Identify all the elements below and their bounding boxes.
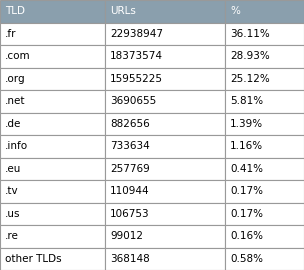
Text: 99012: 99012 — [110, 231, 143, 241]
Text: .com: .com — [5, 51, 31, 61]
Text: .eu: .eu — [5, 164, 21, 174]
Bar — [225, 45, 304, 68]
Text: 28.93%: 28.93% — [230, 51, 270, 61]
Text: .de: .de — [5, 119, 21, 129]
Bar — [0, 248, 105, 270]
Bar — [0, 113, 105, 135]
Bar — [105, 225, 225, 248]
Text: 733634: 733634 — [110, 141, 150, 151]
Bar — [105, 180, 225, 202]
Bar — [0, 135, 105, 157]
Text: .org: .org — [5, 74, 26, 84]
Bar — [225, 180, 304, 202]
Text: URLs: URLs — [110, 6, 136, 16]
Bar — [105, 0, 225, 22]
Bar — [105, 90, 225, 113]
Bar — [225, 0, 304, 22]
Bar — [225, 248, 304, 270]
Text: .us: .us — [5, 209, 20, 219]
Bar — [225, 22, 304, 45]
Bar — [225, 225, 304, 248]
Text: 257769: 257769 — [110, 164, 150, 174]
Text: 18373574: 18373574 — [110, 51, 163, 61]
Text: 1.39%: 1.39% — [230, 119, 263, 129]
Text: .net: .net — [5, 96, 26, 106]
Text: .fr: .fr — [5, 29, 16, 39]
Text: 5.81%: 5.81% — [230, 96, 263, 106]
Text: 0.17%: 0.17% — [230, 209, 263, 219]
Text: 0.58%: 0.58% — [230, 254, 263, 264]
Bar — [225, 113, 304, 135]
Bar — [225, 157, 304, 180]
Bar — [225, 68, 304, 90]
Text: 882656: 882656 — [110, 119, 150, 129]
Bar — [0, 202, 105, 225]
Bar — [0, 90, 105, 113]
Text: 3690655: 3690655 — [110, 96, 156, 106]
Text: %: % — [230, 6, 240, 16]
Text: .tv: .tv — [5, 186, 19, 196]
Text: .info: .info — [5, 141, 28, 151]
Bar — [105, 45, 225, 68]
Bar — [0, 157, 105, 180]
Text: 106753: 106753 — [110, 209, 150, 219]
Bar — [0, 22, 105, 45]
Bar — [105, 248, 225, 270]
Bar — [225, 135, 304, 157]
Bar — [105, 68, 225, 90]
Text: 0.16%: 0.16% — [230, 231, 263, 241]
Text: .re: .re — [5, 231, 19, 241]
Text: 36.11%: 36.11% — [230, 29, 270, 39]
Bar — [105, 113, 225, 135]
Text: 110944: 110944 — [110, 186, 150, 196]
Bar — [0, 225, 105, 248]
Text: 0.17%: 0.17% — [230, 186, 263, 196]
Bar — [0, 180, 105, 202]
Text: 368148: 368148 — [110, 254, 150, 264]
Text: 15955225: 15955225 — [110, 74, 163, 84]
Text: other TLDs: other TLDs — [5, 254, 62, 264]
Bar — [225, 202, 304, 225]
Bar — [105, 202, 225, 225]
Text: 22938947: 22938947 — [110, 29, 163, 39]
Bar — [105, 22, 225, 45]
Text: TLD: TLD — [5, 6, 25, 16]
Text: 1.16%: 1.16% — [230, 141, 263, 151]
Bar — [0, 0, 105, 22]
Bar — [0, 68, 105, 90]
Bar — [0, 45, 105, 68]
Bar — [105, 157, 225, 180]
Bar — [225, 90, 304, 113]
Text: 25.12%: 25.12% — [230, 74, 270, 84]
Text: 0.41%: 0.41% — [230, 164, 263, 174]
Bar — [105, 135, 225, 157]
